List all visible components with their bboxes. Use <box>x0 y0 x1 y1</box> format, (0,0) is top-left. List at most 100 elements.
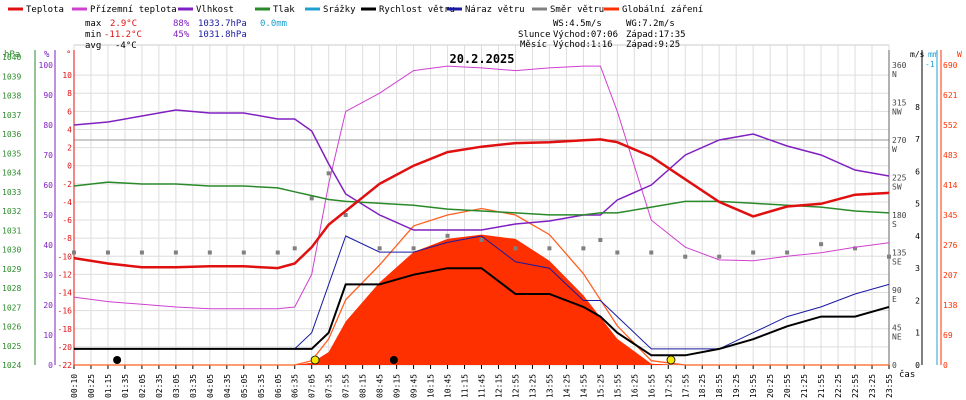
chart-title: 20.2.2025 <box>449 52 514 66</box>
tick-time: 07:05 <box>308 374 317 398</box>
wind-direction-point <box>785 250 790 255</box>
tick-time: 11:45 <box>478 374 487 398</box>
legend: Teplota Přízemní teplota Vlhkost Tlak Srážky… <box>8 5 703 15</box>
wind-direction-point <box>326 171 331 176</box>
legend-label: Přízemní teplota <box>90 5 177 15</box>
tick-w: 207 <box>943 271 958 280</box>
tick-w: 621 <box>943 91 958 100</box>
tick-time: 17:55 <box>681 374 690 398</box>
stats-sunrise: Východ:07:06 <box>553 30 618 40</box>
tick-temp: -20 <box>58 343 73 352</box>
wind-direction-point <box>72 250 76 255</box>
wind-direction-point <box>751 250 756 255</box>
tick-pct: 80 <box>43 121 53 130</box>
stats-sunset: Západ:17:35 <box>626 30 686 40</box>
tick-time: 09:45 <box>410 374 419 398</box>
axis-temp-unit: ° <box>66 50 71 60</box>
tick-temp: -6 <box>62 216 72 225</box>
tick-direction: 360 <box>892 61 907 70</box>
legend-label: Směr větru <box>550 5 604 15</box>
tick-hpa: 1028 <box>2 284 21 293</box>
sunset-marker <box>666 355 676 365</box>
axis-w-unit: W <box>957 50 962 59</box>
tick-hpa: 1033 <box>2 188 21 197</box>
tick-w: 483 <box>943 151 958 160</box>
stats-wind-gust: WG:7.2m/s <box>626 19 675 29</box>
tick-time: 07:35 <box>325 374 334 398</box>
tick-direction-compass: S <box>892 220 897 229</box>
tick-temp: 4 <box>67 125 72 134</box>
stats-sun-label: Slunce <box>518 30 551 40</box>
tick-time: 01:15 <box>104 374 113 398</box>
legend-label: Globální záření <box>622 5 703 15</box>
tick-time: 09:15 <box>393 374 402 398</box>
tick-direction-compass: N <box>892 70 897 79</box>
tick-w: 138 <box>943 301 958 310</box>
stats-min-pressure: 1031.8hPa <box>198 30 247 40</box>
wind-direction-point <box>445 233 450 238</box>
tick-temp: -14 <box>58 289 73 298</box>
tick-time: 11:15 <box>461 374 470 398</box>
tick-hpa: 1037 <box>2 111 21 120</box>
stats-panel: max 2.9°C 88% 1033.7hPa 0.0mm min -11.2°… <box>85 19 686 51</box>
tick-direction-compass: SE <box>892 258 902 267</box>
tick-time: 17:25 <box>664 374 673 398</box>
tick-time: 19:55 <box>749 374 758 398</box>
tick-time: 00:10 <box>70 374 79 398</box>
tick-time: 03:35 <box>189 374 198 398</box>
tick-pct: 0 <box>48 361 53 370</box>
tick-time: 08:45 <box>376 374 385 398</box>
axis-hpa-unit: hPa <box>4 50 20 60</box>
wind-direction-point <box>717 254 722 259</box>
humidity-line <box>73 109 890 231</box>
tick-pct: 60 <box>43 181 53 190</box>
axis-ms-unit: m/s <box>910 50 925 59</box>
tick-w: 690 <box>943 61 958 70</box>
tick-temp: -12 <box>58 270 73 279</box>
stats-max-humidity: 88% <box>173 19 190 29</box>
tick-time: 05:05 <box>240 374 249 398</box>
tick-w: 414 <box>943 181 958 190</box>
wind-direction-point <box>683 254 688 259</box>
tick-temp: 8 <box>67 89 72 98</box>
legend-label: Rychlost větru <box>379 5 455 15</box>
tick-hpa: 1036 <box>2 130 21 139</box>
radiation-area <box>74 234 889 365</box>
stats-avg-label: avg <box>85 41 101 51</box>
tick-hpa: 1034 <box>2 169 21 178</box>
tick-temp: -22 <box>58 361 73 370</box>
tick-time: 14:25 <box>562 374 571 398</box>
tick-temp: 0 <box>67 162 72 171</box>
tick-time: 04:35 <box>223 374 232 398</box>
wind-direction-point <box>513 246 518 251</box>
legend-label: Náraz větru <box>465 5 525 15</box>
moonset-marker <box>389 356 398 364</box>
stats-avg-temp: -4°C <box>115 41 137 51</box>
tick-time: 19:25 <box>732 374 741 398</box>
tick-time: 01:35 <box>121 374 130 398</box>
tick-w: 0 <box>943 361 948 370</box>
tick-temp: 10 <box>62 71 72 80</box>
tick-temp: -18 <box>58 325 73 334</box>
wind-direction-point <box>615 250 620 255</box>
tick-hpa: 1030 <box>2 246 21 255</box>
tick-time: 02:05 <box>138 374 147 398</box>
tick-time: 23:55 <box>885 374 894 398</box>
tick-time: 03:05 <box>172 374 181 398</box>
wind-direction-point <box>479 238 484 242</box>
tick-hpa: 1031 <box>2 226 21 235</box>
tick-pct: 40 <box>43 241 53 250</box>
ground-temperature-line <box>73 65 890 310</box>
tick-hpa: 1029 <box>2 265 21 274</box>
axis-pct-unit: % <box>44 50 50 60</box>
tick-hpa: 1032 <box>2 207 21 216</box>
tick-ms: 6 <box>915 167 920 176</box>
tick-time: 22:55 <box>851 374 860 398</box>
tick-direction: 135 <box>892 249 907 258</box>
tick-direction: 45 <box>892 324 902 333</box>
wind-direction-point <box>139 250 144 255</box>
tick-pct: 20 <box>43 301 53 310</box>
tick-time: 22:25 <box>834 374 843 398</box>
tick-time: 13:25 <box>528 374 537 398</box>
tick-ms: 0 <box>915 361 920 370</box>
